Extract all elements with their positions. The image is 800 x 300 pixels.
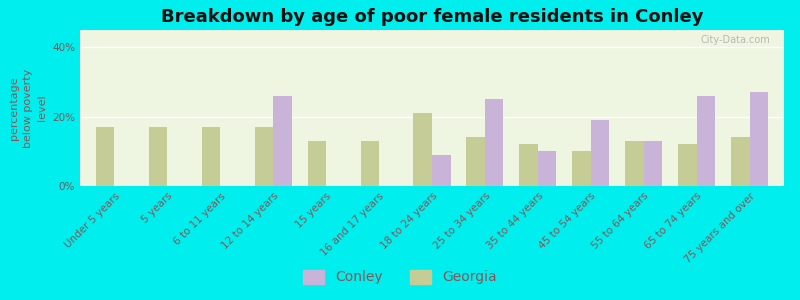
- Bar: [590, 120, 610, 186]
- Bar: [308, 141, 326, 186]
- Bar: [254, 127, 274, 186]
- Bar: [644, 141, 662, 186]
- Bar: [149, 127, 167, 186]
- Bar: [432, 155, 450, 186]
- Bar: [750, 92, 768, 186]
- Bar: [414, 113, 432, 186]
- Text: City-Data.com: City-Data.com: [700, 35, 770, 45]
- Bar: [731, 137, 750, 186]
- Bar: [274, 96, 292, 186]
- Bar: [697, 96, 715, 186]
- Bar: [96, 127, 114, 186]
- Bar: [466, 137, 485, 186]
- Title: Breakdown by age of poor female residents in Conley: Breakdown by age of poor female resident…: [161, 8, 703, 26]
- Bar: [626, 141, 644, 186]
- Bar: [572, 151, 590, 186]
- Bar: [202, 127, 220, 186]
- Bar: [361, 141, 379, 186]
- Legend: Conley, Georgia: Conley, Georgia: [298, 264, 502, 290]
- Bar: [485, 99, 503, 186]
- Bar: [678, 144, 697, 186]
- Bar: [538, 151, 556, 186]
- Y-axis label: percentage
below poverty
level: percentage below poverty level: [9, 68, 46, 148]
- Bar: [519, 144, 538, 186]
